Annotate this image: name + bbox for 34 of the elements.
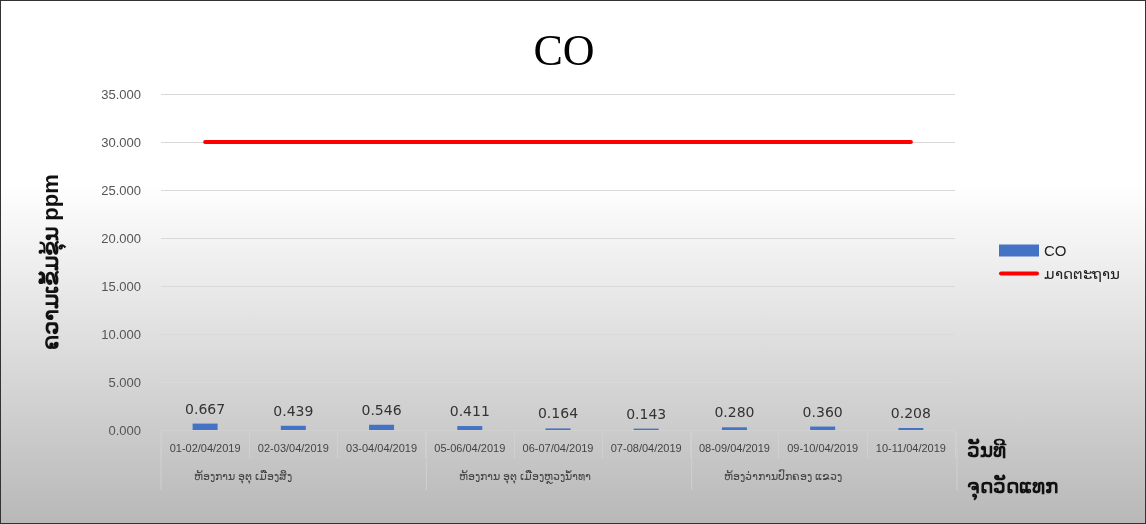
x-axis-title: ວັນທີ ຈຸດວັດແທກ bbox=[967, 438, 1058, 501]
data-label: 0.667 bbox=[185, 400, 226, 417]
y-tick-label: 15.000 bbox=[101, 278, 141, 294]
text: ຫ້ອງວ່າການປົກຄອງ ແຂວງ bbox=[724, 468, 843, 482]
x-tick-label: 03-04/04/2019 bbox=[346, 441, 418, 454]
x-tick-label: 10-11/04/2019 bbox=[875, 441, 946, 454]
data-label: 0.280 bbox=[714, 404, 755, 421]
data-label: 0.208 bbox=[890, 405, 931, 421]
y-tick-label: 35.000 bbox=[101, 86, 141, 102]
data-label: 0.360 bbox=[802, 403, 843, 420]
y-tick-label: 20.000 bbox=[101, 230, 141, 246]
y-tick-label: 5.000 bbox=[108, 374, 141, 390]
data-label: 0.411 bbox=[449, 403, 490, 420]
x-tick-label: 09-10/04/2019 bbox=[787, 441, 859, 454]
x-tick-label: 02-03/04/2019 bbox=[257, 441, 329, 454]
legend-label: ມາດຕະຖານ bbox=[1044, 265, 1120, 282]
x-tick-label: 07-08/04/2019 bbox=[610, 441, 682, 454]
chart-title: CO bbox=[533, 25, 595, 75]
y-axis-title: ຄວາມເຂັ້ມຂຸ້ນ ppm bbox=[36, 174, 67, 350]
data-label: 0.546 bbox=[361, 401, 402, 418]
x-tick-label: 05-06/04/2019 bbox=[434, 441, 506, 454]
data-label: 0.143 bbox=[626, 405, 667, 422]
data-label: 0.164 bbox=[537, 405, 579, 422]
y-tick-label: 30.000 bbox=[101, 134, 141, 150]
x-tick-label: 08-09/04/2019 bbox=[698, 441, 770, 454]
y-tick-label: 10.000 bbox=[101, 326, 141, 342]
text: ຫ້ອງການ ອຸຕຸ ເມືອງຫຼວງນ້ຳທາ bbox=[459, 469, 592, 484]
data-label: 0.439 bbox=[273, 402, 314, 419]
x-tick-label: 06-07/04/2019 bbox=[522, 441, 594, 454]
legend-label: CO bbox=[1044, 242, 1067, 259]
text: ຫ້ອງການ ອຸຕຸ ເມືອງສິງ bbox=[193, 469, 292, 484]
y-tick-label: 25.000 bbox=[101, 182, 141, 198]
y-tick-label: 0.000 bbox=[108, 422, 141, 438]
x-tick-label: 01-02/04/2019 bbox=[169, 441, 241, 454]
